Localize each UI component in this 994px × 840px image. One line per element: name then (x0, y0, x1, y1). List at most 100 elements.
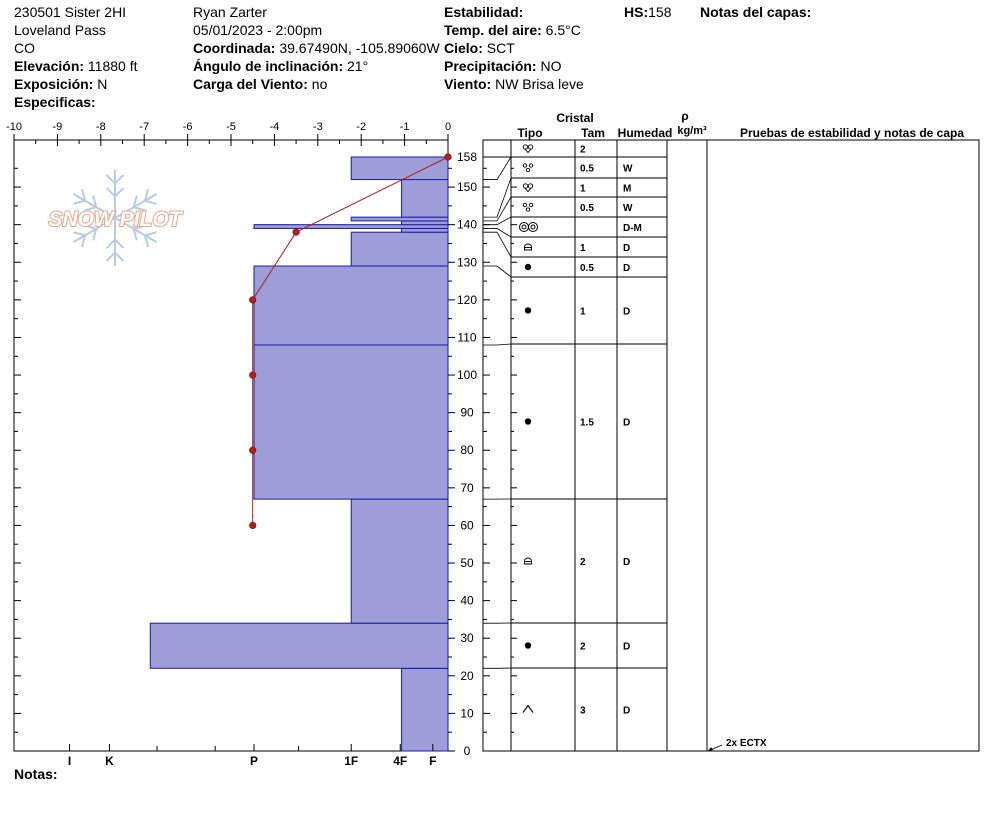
snowflake-branch (144, 231, 157, 237)
snowflake-branch (114, 187, 125, 198)
grain-ppgp-icon (522, 183, 534, 193)
layer-size: 0.5 (580, 263, 594, 274)
temp-line (252, 156, 449, 526)
layer-connector (483, 156, 512, 180)
layer-connector (483, 196, 512, 222)
layer-moisture: D (623, 418, 630, 429)
snowflake-branch (105, 238, 116, 249)
hardness-tick-label: I (68, 754, 71, 768)
hardness-tick-label: P (250, 754, 258, 768)
temp-point (249, 371, 257, 379)
rho-header: ρ (681, 109, 688, 123)
snowflake-branch (132, 195, 138, 208)
hardness-tick-label: F (429, 754, 436, 768)
slope-angle: Ángulo de inclinación: 21° (193, 57, 368, 75)
hardness-tick-label: K (105, 754, 114, 768)
snowflake-branch (114, 174, 125, 185)
snowflake-branch (73, 199, 86, 205)
snowflake-branch (105, 174, 116, 185)
hardness-bar (401, 227, 449, 233)
height-tick-label: 0 (464, 744, 471, 758)
wind-loading: Carga del Viento: no (193, 75, 327, 93)
layer-connector (483, 177, 512, 218)
layer-rows: 2 0.5 W 1 M 0.5 W D-M 1 D 0.5 D 1 D 1.5 D 2 D 2 D 3 D (483, 144, 667, 752)
slope-value: 21° (347, 58, 369, 74)
temp-tick-label: -6 (183, 121, 193, 133)
layer-size: 0.5 (580, 164, 594, 175)
snowflake-branch (143, 235, 150, 248)
hs-value: 158 (648, 4, 672, 20)
grain-rg-icon (524, 263, 532, 271)
hardness-bar (350, 498, 449, 624)
layer-size: 2 (580, 642, 586, 653)
sky-label: Cielo: (444, 40, 483, 56)
temp-point (249, 296, 257, 304)
temp-point (249, 521, 257, 530)
grain-fcxr-icon (524, 243, 532, 251)
elevation: Elevación: 11880 ft (14, 57, 137, 75)
test-notes: 2x ECTX (707, 738, 767, 752)
height-tick-label: 10 (460, 706, 474, 720)
wind-load-label: Carga del Viento: (193, 76, 308, 92)
temp-tick-label: -2 (356, 121, 366, 133)
temp-tick-label: -10 (6, 121, 22, 133)
layer-size: 1 (580, 307, 586, 318)
grain-mfcr-icon (519, 222, 538, 232)
precipitation: Precipitación: NO (444, 57, 561, 75)
temp-tick-label: -3 (313, 121, 323, 133)
layer-connector (483, 343, 512, 346)
sky-value: SCT (486, 40, 515, 56)
snowflake-branch (80, 235, 87, 248)
height-tick-label: 70 (460, 481, 474, 495)
temp-tick-label: -1 (400, 121, 410, 133)
height-tick-label: 150 (457, 180, 477, 194)
height-tick-label: 50 (460, 556, 474, 570)
temp-point (292, 228, 300, 236)
snowflake-branch (133, 224, 146, 230)
height-tick-label: 20 (460, 669, 474, 683)
density-unit-header: kg/m³ (677, 125, 707, 137)
air-temp-value: 6.5°C (545, 22, 581, 38)
slope-label: Ángulo de inclinación: (193, 58, 344, 74)
snowflake-branch (84, 224, 97, 230)
height-tick-label: 110 (457, 330, 476, 344)
aspect: Exposición: N (14, 75, 107, 93)
height-axis: 0 10 20 30 40 50 60 70 80 90 100 110 120 130 140 150 158 (14, 150, 517, 758)
grain-ppgp-icon (522, 144, 534, 154)
test-note-arrowhead (708, 747, 713, 751)
layer-size: 1 (580, 243, 586, 254)
layer-size: 1.5 (580, 418, 594, 429)
air-temp-label: Temp. del aire: (444, 22, 542, 38)
hardness-bar (350, 216, 449, 222)
layer-size: 2 (580, 145, 586, 156)
hardness-bar (253, 265, 449, 346)
layer-connector (483, 231, 512, 258)
observer: Ryan Zarter (193, 4, 267, 20)
temp-tick-label: -8 (96, 121, 106, 133)
stability-label: Estabilidad: (444, 4, 524, 20)
test-note-label: 2x ECTX (726, 738, 767, 749)
layer-size: 1 (580, 184, 586, 195)
wind-label: Viento: (444, 76, 492, 92)
temperature-profile (249, 153, 452, 530)
snowflake-arm (72, 217, 116, 243)
layer-moisture: D (623, 307, 630, 318)
snowflake-branch (114, 251, 125, 262)
specifics-label: Especificas: (14, 94, 96, 110)
layer-moisture: D (623, 557, 630, 568)
temp-tick-label: -5 (226, 121, 236, 133)
hardness-bar (253, 344, 449, 500)
snowflake-branch (143, 188, 150, 201)
site-name: 230501 Sister 2HI (14, 4, 127, 20)
coord-value: 39.67490N, -105.89060W (279, 40, 440, 56)
temp-point (249, 446, 257, 454)
height-tick-label: 60 (460, 518, 474, 532)
hardness-bar (350, 231, 449, 267)
snowflake-branch (114, 238, 125, 249)
wind-load-value: no (311, 76, 328, 92)
snowflake-branch (133, 206, 146, 212)
temperature-axis: -10 -9 -8 -7 -6 -5 -4 -3 -2 -1 0 (6, 121, 451, 146)
temp-point (444, 153, 452, 161)
moisture-header: Humedad (618, 126, 673, 140)
height-tick-label: 100 (457, 368, 477, 382)
